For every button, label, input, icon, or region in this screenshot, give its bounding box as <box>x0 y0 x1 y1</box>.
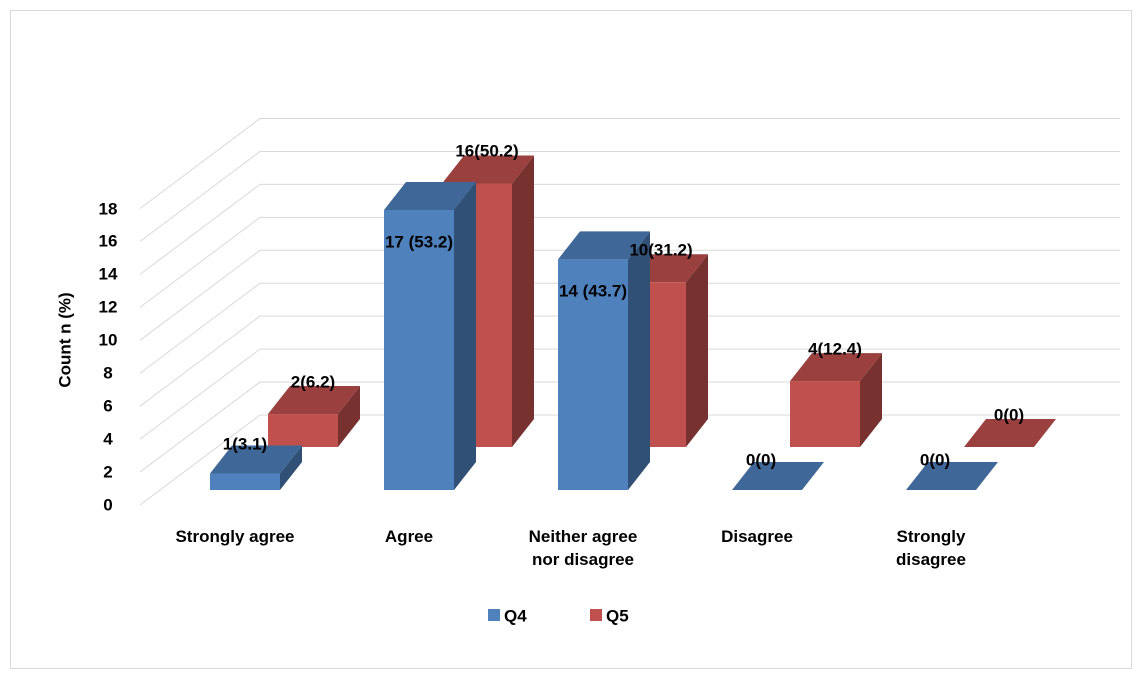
legend-swatch <box>590 609 602 621</box>
grid-line <box>139 150 1120 242</box>
y-tick-label: 10 <box>98 330 118 350</box>
y-tick-label: 18 <box>98 199 118 219</box>
value-label: 17 (53.2) <box>384 232 454 252</box>
bar-side <box>686 254 708 447</box>
grid-line <box>139 315 1120 407</box>
bar-side <box>280 445 302 490</box>
grid-line <box>139 282 1120 374</box>
bar-side <box>454 182 476 490</box>
value-label: 14 (43.7) <box>558 281 628 301</box>
y-tick-label: 12 <box>98 297 118 317</box>
grid-line <box>139 249 1120 341</box>
bar-front <box>558 259 628 490</box>
bar-top <box>442 155 534 184</box>
value-label: 1(3.1) <box>222 434 268 454</box>
bar-side <box>628 231 650 491</box>
x-tick-label: Neither agree nor disagree <box>528 527 638 569</box>
grid-line <box>139 348 1120 440</box>
bar-side <box>860 353 882 447</box>
y-tick-label: 0 <box>103 495 113 515</box>
x-tick-label: Strongly disagree <box>896 527 966 569</box>
bar-top <box>906 462 998 490</box>
bar-side <box>512 155 534 447</box>
value-label: 0(0) <box>993 405 1025 425</box>
bar-side <box>338 386 360 447</box>
bar-front <box>790 381 860 447</box>
bar-top <box>384 182 476 210</box>
bar-top <box>268 386 360 415</box>
y-tick-label: 4 <box>103 429 113 449</box>
legend-label: Q4 <box>504 606 527 626</box>
y-tick-label: 8 <box>103 363 113 383</box>
grid-line <box>139 183 1120 275</box>
bar-front <box>268 414 338 447</box>
grid-line <box>139 216 1120 308</box>
y-tick-label: 2 <box>103 462 113 482</box>
bar-top <box>964 419 1056 447</box>
bar-front <box>384 210 454 490</box>
bar-top <box>210 445 302 474</box>
x-tick-label: Strongly agree <box>175 527 295 546</box>
grid-line <box>139 118 1120 209</box>
legend-swatch <box>488 609 500 621</box>
bar-top <box>558 231 650 260</box>
y-tick-label: 16 <box>98 231 118 251</box>
bar-front <box>210 473 280 490</box>
value-label: 0(0) <box>919 450 951 470</box>
value-label: 2(6.2) <box>290 372 336 392</box>
y-axis-label: Count n (%) <box>55 292 75 388</box>
value-label: 16(50.2) <box>455 141 519 161</box>
bar-top <box>732 462 824 490</box>
legend-label: Q5 <box>606 606 629 626</box>
y-tick-label: 6 <box>103 396 113 416</box>
x-tick-label: Disagree <box>721 527 793 546</box>
x-tick-label: Agree <box>384 527 434 546</box>
value-label: 4(12.4) <box>808 339 862 359</box>
value-label: 0(0) <box>745 450 777 470</box>
y-tick-label: 14 <box>98 264 118 284</box>
value-label: 10(31.2) <box>629 240 693 260</box>
bar-top <box>790 353 882 382</box>
